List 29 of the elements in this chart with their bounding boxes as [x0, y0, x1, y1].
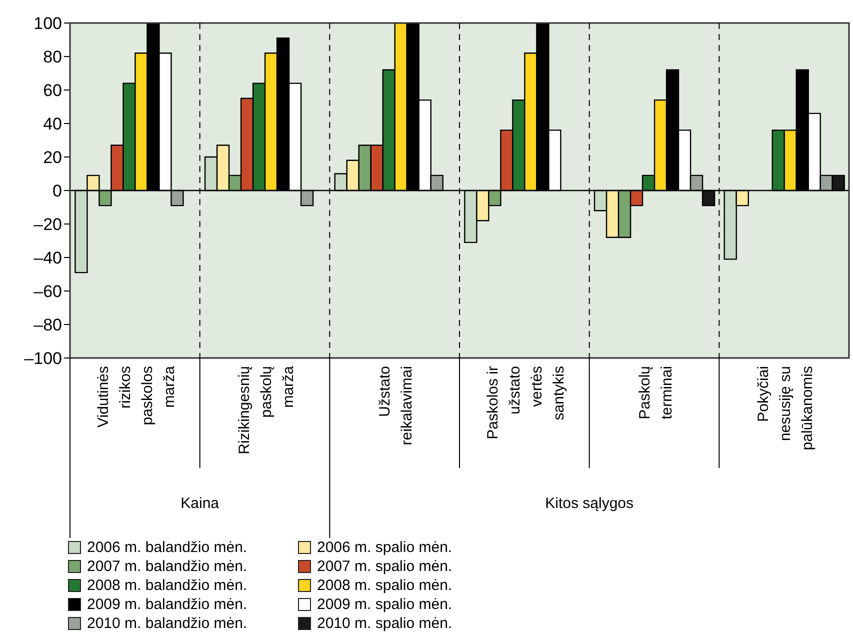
text: Kaina	[180, 495, 220, 512]
legend-label: 2010 m. balandžio mėn.	[87, 614, 248, 633]
legend-label: 2007 m. spalio mėn.	[317, 557, 452, 576]
legend-label: 2006 m. spalio mėn.	[317, 538, 452, 557]
text: Kitos sąlygos	[545, 495, 634, 512]
legend-label: 2007 m. balandžio mėn.	[87, 557, 248, 576]
x-tick-label: Vidutinės rizikos paskolos marža	[94, 365, 178, 428]
y-tick-label: 20	[43, 148, 62, 168]
y-tick-label: –100	[24, 349, 62, 368]
y-tick-label: –60	[34, 282, 62, 302]
y-tick-label: 60	[43, 81, 62, 100]
legend-label: 2009 m. balandžio mėn.	[87, 595, 248, 614]
y-tick-label: –80	[34, 316, 62, 335]
legend-label: 2006 m. balandžio mėn.	[87, 538, 248, 557]
x-tick-label: Rizikingesnių paskolų marža	[236, 365, 297, 454]
legend-label: 2009 m. spalio mėn.	[317, 595, 452, 614]
x-tick-label: Paskolos ir užstato vertės santykis	[484, 366, 568, 440]
x-tick-label: Pokyčiai nesusiję su palūkanomis	[755, 366, 816, 450]
y-tick-label: 80	[43, 48, 62, 67]
y-tick-label: –20	[34, 215, 62, 234]
y-tick-label: 40	[43, 114, 62, 134]
x-tick-label: Paskolų terminai	[636, 366, 676, 420]
y-tick-label: 100	[34, 14, 62, 34]
legend-label: 2010 m. spalio mėn.	[317, 614, 452, 633]
legend-label: 2008 m. spalio mėn.	[317, 576, 452, 595]
x-tick-label: Užstato reikalavimai	[376, 366, 416, 446]
y-tick-label: 0	[52, 182, 62, 201]
y-tick-label: –40	[34, 248, 62, 268]
legend-label: 2008 m. balandžio mėn.	[87, 576, 248, 595]
